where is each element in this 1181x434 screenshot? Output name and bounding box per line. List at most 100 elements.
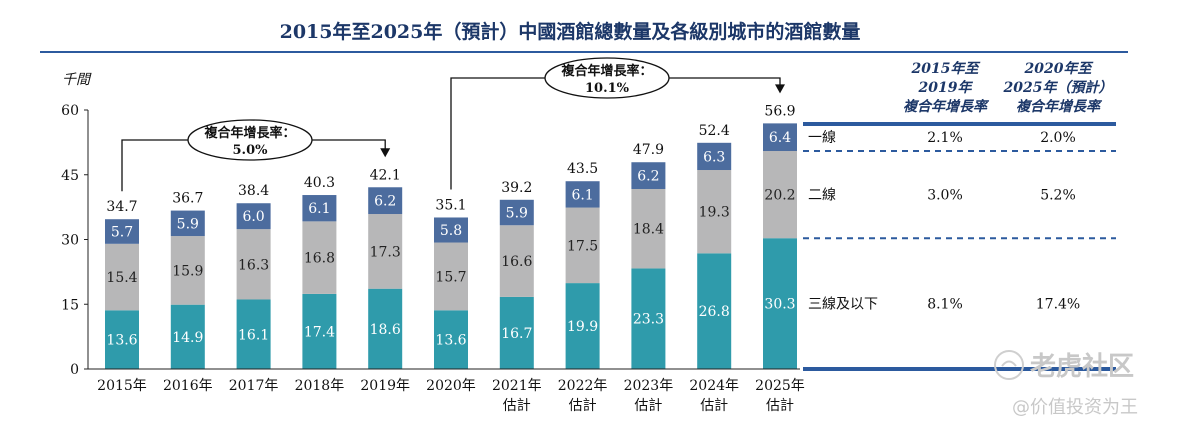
x-tick-label: 2021年 (492, 378, 542, 394)
segment-label-tier1: 6.2 (374, 194, 396, 210)
segment-label-tier3: 30.3 (764, 297, 795, 313)
bars-group: 13.6 15.4 5.7 34.7 14.9 15.9 5.9 36.7 16.1 16.3 6.… (105, 103, 797, 369)
table-header: 2020年至 (1024, 60, 1094, 77)
x-tick-label: 2016年 (163, 378, 213, 394)
x-tick-label: 2020年 (426, 378, 476, 394)
segment-label-tier3: 23.3 (633, 312, 664, 328)
segment-label-tier2: 16.6 (501, 254, 532, 270)
bar-segment-tier2 (170, 236, 205, 305)
bar-segment-tier1 (631, 162, 666, 189)
table-cell: 17.4% (1036, 297, 1080, 313)
bar-segment-tier1 (763, 123, 797, 152)
watermark-handle: @价值投资为王 (1012, 397, 1138, 418)
total-label: 34.7 (106, 199, 137, 215)
cagr-title: 複合年增長率： (203, 125, 295, 141)
x-tick-label: 2022年 (558, 378, 608, 394)
segment-label-tier3: 26.8 (699, 304, 730, 320)
bar-segment-tier1 (565, 181, 600, 208)
y-tick-label: 0 (70, 362, 79, 378)
cagr-ellipse (187, 119, 313, 161)
x-tick-label: 2018年 (295, 378, 345, 394)
bar-segment-tier2 (302, 221, 337, 294)
x-tick-label: 2025年 (755, 378, 805, 394)
bar-segment-tier2 (236, 229, 271, 300)
watermark-text: 老虎社区 (1030, 351, 1134, 382)
total-label: 47.9 (633, 142, 664, 158)
bar-segment-tier3 (565, 283, 600, 369)
x-tick-label: 2015年 (97, 378, 147, 394)
y-tick-label: 30 (61, 233, 79, 249)
segment-label-tier1: 6.0 (242, 209, 264, 225)
x-tick-sublabel: 估計 (766, 398, 794, 414)
y-tick-label: 60 (61, 103, 79, 119)
total-label: 52.4 (699, 123, 730, 139)
segment-label-tier2: 20.2 (764, 188, 795, 204)
cagr-title: 複合年增長率： (560, 63, 652, 79)
table-header: 2015年至 (911, 60, 981, 77)
x-tick-label: 2023年 (624, 378, 674, 394)
segment-label-tier1: 6.2 (637, 169, 659, 185)
segment-label-tier1: 5.7 (111, 225, 133, 241)
bar-segment-tier1 (170, 210, 205, 237)
table-cell: 8.1% (927, 297, 963, 313)
table-cell: 5.2% (1040, 188, 1076, 204)
bar-segment-tier1 (236, 203, 271, 230)
y-tick-label: 45 (61, 168, 79, 184)
segment-label-tier1: 5.8 (440, 223, 462, 239)
bar-segment-tier2 (105, 243, 139, 311)
bar-segment-tier2 (697, 170, 732, 254)
segment-label-tier3: 13.6 (435, 333, 466, 349)
cagr-arrowhead-icon (380, 148, 391, 158)
total-label: 39.2 (501, 180, 532, 196)
segment-label-tier3: 19.9 (567, 319, 598, 335)
bar-segment-tier1 (434, 217, 468, 243)
y-axis: 0 15 30 45 60 (61, 103, 89, 378)
bar-segment-tier1 (499, 199, 534, 226)
bar-segment-tier3 (170, 304, 205, 369)
y-tick-label: 15 (61, 297, 79, 313)
bar-segment-tier3 (105, 310, 139, 369)
watermark: 老虎社区 @价值投资为王 (994, 350, 1138, 418)
total-label: 42.1 (370, 167, 401, 183)
cagr-value: 10.1% (585, 81, 630, 96)
bar-segment-tier1 (105, 219, 139, 244)
segment-label-tier1: 6.1 (308, 201, 330, 217)
bar-segment-tier3 (302, 293, 337, 369)
segment-label-tier2: 17.5 (567, 238, 598, 254)
total-label: 40.3 (304, 175, 335, 191)
x-tick-label: 2024年 (689, 378, 739, 394)
segment-label-tier3: 16.1 (238, 327, 269, 343)
total-label: 36.7 (172, 191, 203, 207)
total-label: 56.9 (764, 103, 795, 119)
x-tick-sublabel: 估計 (503, 398, 531, 414)
bar-segment-tier3 (368, 288, 403, 369)
cagr-ellipse (544, 57, 670, 99)
segment-label-tier1: 6.1 (571, 187, 593, 203)
bar-segment-tier2 (434, 242, 468, 311)
segment-label-tier1: 6.4 (769, 130, 791, 146)
table-header: 2019年 (918, 79, 974, 96)
table-row-label: 三線及以下 (808, 297, 878, 313)
bar-segment-tier1 (697, 142, 732, 171)
x-tick-sublabel: 估計 (634, 398, 662, 414)
total-label: 35.1 (435, 197, 466, 213)
segment-label-tier2: 15.4 (106, 270, 137, 286)
segment-label-tier3: 14.9 (172, 330, 203, 346)
cagr-value: 5.0% (233, 143, 269, 158)
watermark-logo-icon (994, 350, 1024, 380)
x-tick-label: 2019年 (360, 378, 410, 394)
chart-title: 2015年至2025年（預計）中國酒館總數量及各級別城市的酒館數量 (280, 20, 861, 43)
segment-label-tier2: 15.7 (435, 269, 466, 285)
bar-segment-tier1 (302, 195, 337, 222)
segment-label-tier3: 16.7 (501, 326, 532, 342)
segment-label-tier2: 16.8 (304, 251, 335, 267)
bar-segment-tier3 (631, 268, 666, 369)
x-tick-sublabel: 估計 (569, 398, 597, 414)
bar-segment-tier2 (763, 151, 797, 239)
table-header: 複合年增長率 (903, 98, 990, 115)
segment-label-tier2: 18.4 (633, 222, 664, 238)
segment-label-tier3: 13.6 (106, 333, 137, 349)
y-unit-label: 千間 (62, 72, 92, 88)
